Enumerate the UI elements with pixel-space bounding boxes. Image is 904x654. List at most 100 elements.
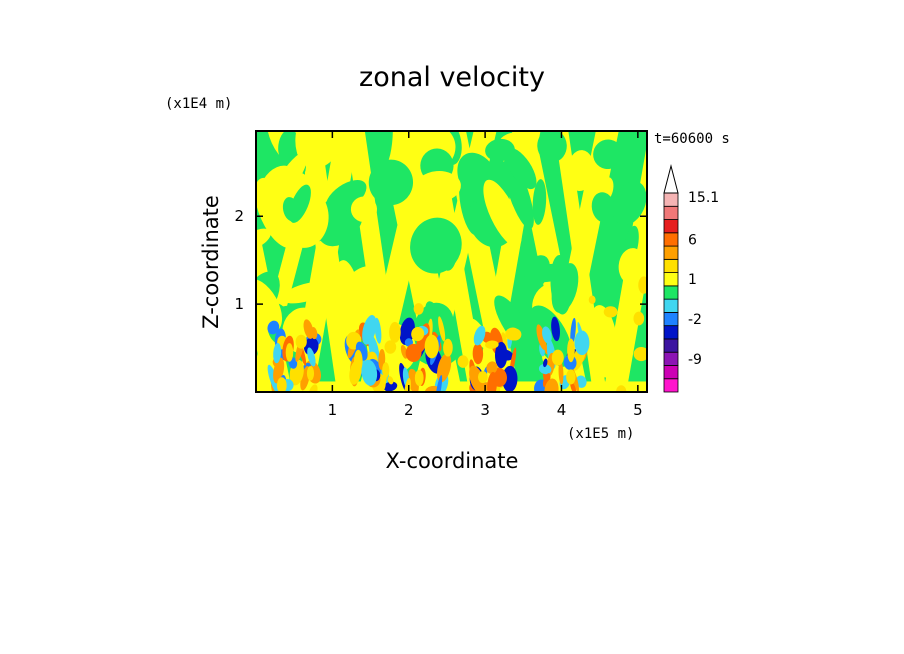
field-anomaly: [538, 363, 552, 375]
x-axis: 1 2 3 4 5: [328, 131, 643, 419]
colorbar-segment: [663, 258, 679, 274]
field-anomaly: [472, 343, 484, 365]
field-patch: [285, 343, 294, 362]
field-patch: [413, 303, 424, 315]
field-ground-layer: [256, 381, 647, 392]
colorbar-segment: [663, 298, 679, 313]
x-tick-label: 3: [480, 401, 490, 419]
field-anomaly: [473, 325, 486, 346]
field-blob: [503, 157, 534, 230]
field-anomaly: [383, 381, 398, 392]
colorbar-segment: [663, 272, 679, 287]
contour-field: [256, 131, 647, 392]
field-patch: [567, 338, 575, 363]
field-patch: [509, 328, 522, 341]
field-patch: [414, 369, 424, 387]
x-tick-label: 1: [328, 401, 338, 419]
field-blob: [494, 295, 535, 353]
field-anomaly: [536, 324, 547, 351]
field-blob: [618, 248, 646, 285]
x-tick-label: 4: [557, 401, 567, 419]
colorbar-segment: [663, 192, 679, 207]
colorbar-segment: [663, 205, 679, 220]
field-anomaly: [425, 385, 440, 392]
field-anomaly: [570, 317, 576, 345]
field-blob: [550, 254, 572, 315]
colorbar-segment: [663, 338, 679, 353]
field-patch: [633, 346, 647, 362]
field-patch: [306, 365, 315, 381]
plot-area: [255, 130, 648, 393]
colorbar-tick-label: -9: [688, 352, 702, 368]
field-anomaly: [485, 340, 499, 349]
field-blob: [587, 305, 618, 378]
x-axis-label: X-coordinate: [386, 449, 519, 473]
field-blob: [281, 281, 330, 304]
field-patch: [616, 385, 627, 392]
colorbar-segment: [663, 325, 679, 340]
field-blob: [532, 179, 547, 225]
colorbar-segment: [663, 285, 679, 300]
field-blob: [410, 217, 462, 274]
y-tick-label: 2: [234, 207, 244, 225]
field-blob: [522, 255, 550, 291]
field-patch: [443, 338, 453, 357]
field-patch: [295, 334, 307, 349]
field-anomaly: [267, 320, 280, 335]
x-tick-label: 5: [633, 401, 643, 419]
x-tick-label: 2: [404, 401, 414, 419]
colorbar-tick-label: -2: [688, 312, 702, 328]
field-anomaly: [551, 316, 560, 342]
field-patch: [276, 377, 287, 392]
field-patch: [633, 311, 645, 326]
field-patch: [424, 334, 439, 359]
colorbar-tick-label: 1: [688, 272, 697, 288]
colorbar-segment: [663, 245, 679, 260]
field-anomaly: [399, 317, 415, 345]
field-anomaly: [303, 319, 314, 339]
field-blob: [593, 139, 623, 170]
field-anomaly: [438, 316, 446, 342]
field-anomaly: [486, 361, 498, 374]
field-anomaly: [400, 344, 408, 359]
field-blob: [612, 181, 647, 225]
field-anomaly: [544, 378, 559, 392]
field-patch: [457, 355, 469, 368]
field-blob: [504, 147, 537, 190]
field-blob: [368, 159, 414, 206]
field-patch: [638, 276, 647, 294]
field-anomaly: [558, 360, 564, 385]
field-blob: [256, 278, 283, 332]
field-blob: [515, 272, 530, 303]
field-blob: [483, 179, 522, 247]
field-anomaly: [437, 353, 452, 383]
field-patch: [382, 362, 390, 379]
field-blob: [566, 150, 595, 192]
field-blob: [414, 171, 461, 203]
colorbar-segment: [663, 232, 679, 247]
field-patch: [588, 295, 596, 305]
colorbar-segment: [663, 311, 679, 327]
field-anomaly: [361, 359, 378, 386]
field-anomaly: [435, 374, 443, 392]
field-anomaly: [273, 343, 282, 364]
colorbar-extend-arrow: [663, 164, 679, 194]
field-blob: [350, 196, 378, 223]
field-anomaly: [543, 358, 548, 368]
y-axis-label: Z-coordinate: [199, 195, 223, 329]
field-anomaly: [494, 341, 508, 369]
field-patch: [551, 349, 564, 366]
colorbar-segment: [663, 219, 679, 234]
field-anomaly: [403, 377, 411, 392]
field-anomaly: [387, 376, 394, 385]
field-patch: [603, 306, 618, 318]
field-anomaly: [542, 326, 552, 344]
field-anomaly: [405, 343, 422, 363]
field-patch: [477, 370, 488, 384]
y-axis: 12: [234, 207, 647, 313]
field-patch: [353, 349, 363, 373]
y-scale-label: (x1E4 m): [165, 96, 232, 112]
colorbar: 15.1 6 1 -2 -9: [663, 164, 719, 393]
field-anomaly: [307, 347, 316, 367]
